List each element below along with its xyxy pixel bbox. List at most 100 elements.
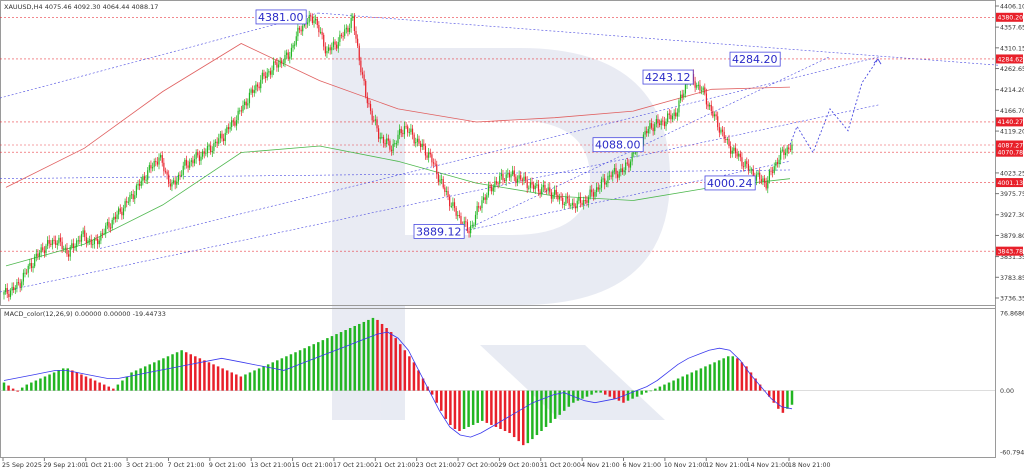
bear-candle — [442, 179, 444, 188]
macd-bar — [667, 382, 671, 391]
bear-candle — [121, 211, 123, 216]
bull-candle — [151, 167, 154, 169]
bull-candle — [11, 286, 13, 291]
bull-candle — [182, 165, 184, 175]
bear-candle — [449, 196, 451, 207]
bear-candle — [555, 189, 557, 195]
bear-candle — [19, 283, 21, 288]
macd-bar — [385, 328, 388, 391]
bull-candle — [308, 15, 310, 23]
bear-candle — [42, 247, 44, 251]
macd-bar — [745, 366, 748, 391]
bull-candle — [565, 197, 567, 204]
bull-candle — [134, 195, 136, 200]
bear-candle — [411, 128, 414, 135]
bear-candle — [650, 123, 653, 128]
bear-candle — [210, 145, 212, 153]
bull-candle — [536, 184, 538, 186]
bear-candle — [263, 72, 265, 77]
macd-bar — [676, 378, 680, 391]
bear-candle — [508, 173, 511, 178]
price-tag-box — [996, 178, 1023, 188]
macd-bar — [531, 390, 534, 440]
price-tag-label: 4284.62 — [998, 56, 1024, 63]
bear-candle — [336, 44, 338, 49]
macd-bar — [125, 376, 129, 391]
bull-candle — [780, 150, 782, 160]
bull-candle — [476, 206, 478, 215]
price-callout: 4243.12 — [642, 69, 694, 85]
macd-bar — [271, 362, 274, 391]
bull-candle — [250, 89, 252, 93]
bear-candle — [646, 131, 648, 134]
macd-bar — [758, 384, 762, 391]
macd-bar — [449, 390, 452, 425]
macd-bar — [75, 372, 79, 391]
bull-candle — [428, 152, 430, 158]
macd-bar — [704, 366, 707, 391]
bear-candle — [256, 84, 259, 87]
time-tick-label: 29 Oct 20:00 — [498, 462, 539, 469]
bear-candle — [97, 238, 99, 245]
price-tick-label: 4310.15 — [1000, 45, 1024, 52]
bull-candle — [40, 247, 42, 253]
bull-candle — [74, 247, 76, 249]
bear-candle — [155, 161, 157, 163]
bear-candle — [198, 155, 200, 161]
bull-candle — [487, 186, 490, 196]
time-tick-label: 25 Sep 2025 — [2, 462, 42, 469]
time-tick-label: 7 Oct 21:00 — [167, 462, 204, 469]
macd-bar — [89, 378, 92, 391]
bull-candle — [500, 173, 502, 177]
bear-candle — [539, 191, 541, 195]
macd-bar — [399, 344, 402, 391]
bear-candle — [281, 60, 283, 64]
bull-candle — [784, 152, 787, 155]
macd-bar — [417, 370, 420, 391]
macd-bar — [594, 390, 598, 393]
bear-candle — [85, 237, 87, 244]
bear-candle — [675, 112, 677, 117]
macd-bar — [408, 356, 411, 391]
forecast-path — [789, 58, 882, 154]
bull-candle — [195, 152, 197, 160]
bear-candle — [429, 152, 431, 155]
macd-signal-polyline — [3, 331, 793, 438]
bear-candle — [453, 202, 456, 208]
macd-signal-line — [3, 331, 793, 438]
macd-histogram — [0, 317, 995, 446]
price-callout-box — [642, 69, 694, 85]
bull-candle — [122, 208, 125, 216]
bear-candle — [245, 101, 247, 106]
bear-candle — [495, 181, 498, 184]
bull-candle — [778, 159, 780, 165]
bear-candle — [72, 243, 75, 249]
macd-bar — [80, 374, 83, 391]
bear-candle — [150, 165, 152, 169]
macd-bar — [2, 382, 6, 391]
bear-candle — [203, 151, 205, 154]
bull-candle — [625, 162, 627, 171]
bear-candle — [287, 52, 289, 59]
bull-candle — [80, 234, 83, 242]
price-tick-label: 4406.10 — [1000, 4, 1024, 11]
macd-bar — [166, 356, 170, 391]
bull-candle — [189, 161, 191, 168]
bull-candle — [781, 149, 783, 151]
price-callout-label: 4243.12 — [645, 71, 691, 84]
macd-bar — [485, 390, 489, 423]
macd-tick-label: 76.86864 — [1000, 311, 1024, 318]
trend-line — [0, 104, 881, 293]
bear-candle — [156, 161, 159, 165]
bear-candle — [101, 233, 104, 235]
bull-candle — [268, 71, 270, 73]
bull-candle — [140, 180, 142, 186]
bear-candle — [723, 131, 725, 140]
bear-candle — [562, 197, 564, 205]
bull-candle — [731, 150, 733, 154]
bear-candle — [53, 239, 55, 241]
bull-candle — [326, 51, 328, 54]
bear-candle — [373, 120, 375, 122]
bull-candle — [768, 170, 770, 181]
macd-bar — [654, 388, 657, 391]
